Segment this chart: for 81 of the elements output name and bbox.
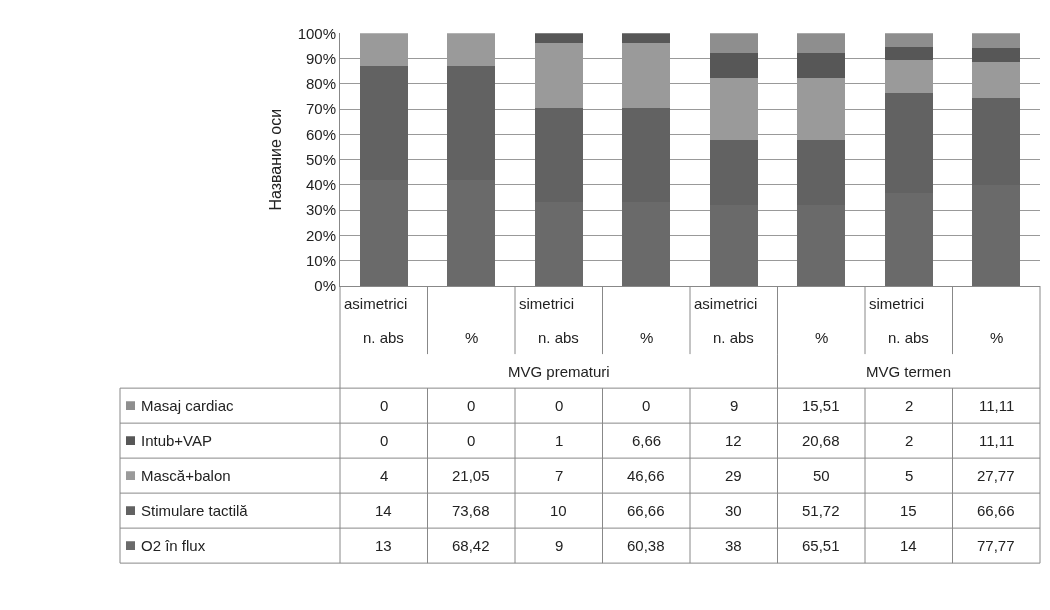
text: 11,11 (979, 432, 1015, 449)
text: 5 (905, 467, 914, 484)
text: 0 (555, 397, 564, 414)
text: 12 (725, 432, 742, 449)
text: 0 (467, 397, 476, 414)
y-tick-label: 0% (314, 277, 336, 295)
text: 13 (375, 537, 392, 554)
legend-label: Stimulare tactilă (141, 502, 249, 519)
legend-label: Intub+VAP (141, 432, 213, 449)
text: 15 (900, 502, 917, 519)
text: 0 (642, 397, 651, 414)
text: 0 (380, 432, 389, 449)
y-tick-label: 20% (305, 226, 336, 244)
text: 14 (375, 502, 392, 519)
x-tick-label: % (640, 329, 654, 346)
text: 50 (813, 467, 830, 484)
bar (884, 46, 933, 61)
text: 46,66 (627, 467, 665, 484)
y-tick-label: 30% (305, 201, 336, 219)
y-tick-label: 100% (297, 24, 336, 42)
text: asimetrici (694, 295, 758, 312)
text: 4 (380, 467, 389, 484)
bar (709, 33, 758, 53)
text: 66,66 (977, 502, 1015, 519)
text: 77,77 (977, 537, 1015, 554)
x-tick-label: n. abs (538, 329, 579, 346)
text: 14 (900, 537, 917, 554)
legend-label: Masaj cardiac (141, 397, 235, 414)
text: 9 (555, 537, 564, 554)
text: 29 (725, 467, 742, 484)
text: 10 (550, 502, 567, 519)
y-tick-label: 60% (305, 125, 336, 143)
y-axis-title: Название оси (266, 108, 284, 211)
text: MVG termen (866, 363, 952, 380)
bar (884, 33, 933, 47)
text: 7 (555, 467, 564, 484)
y-tick-label: 90% (305, 49, 336, 67)
y-tick-label: 40% (305, 176, 336, 194)
x-tick-label: n. abs (713, 329, 754, 346)
text: 6,66 (632, 432, 662, 449)
text: 60,38 (627, 537, 665, 554)
text: 66,66 (627, 502, 665, 519)
text: 51,72 (802, 502, 840, 519)
text: 21,05 (452, 467, 490, 484)
text: 11,11 (979, 397, 1015, 414)
bar (972, 47, 1021, 63)
text: 9 (730, 397, 739, 414)
text: 0 (380, 397, 389, 414)
x-tick-label: n. abs (363, 329, 404, 346)
text: 2 (905, 432, 914, 449)
y-tick-label: 50% (305, 150, 336, 168)
text: asimetrici (344, 295, 408, 312)
x-tick-label: % (815, 329, 829, 346)
text: 2 (905, 397, 914, 414)
bar (622, 33, 671, 43)
text: 20,68 (802, 432, 840, 449)
text: 0 (467, 432, 476, 449)
text: 15,51 (802, 397, 840, 414)
x-tick-label: n. abs (888, 329, 929, 346)
y-tick-label: 70% (305, 100, 336, 118)
bar (797, 52, 846, 79)
text: 30 (725, 502, 742, 519)
text: 38 (725, 537, 742, 554)
text: simetrici (869, 295, 924, 312)
text: 1 (555, 432, 564, 449)
bar (972, 33, 1021, 48)
text: 27,77 (977, 467, 1015, 484)
text: 65,51 (802, 537, 840, 554)
bar (797, 33, 846, 53)
text: MVG prematuri (508, 363, 610, 380)
x-tick-label: % (465, 329, 479, 346)
x-tick-label: % (990, 329, 1004, 346)
y-tick-label: 10% (305, 252, 336, 270)
legend-label: Mască+balon (141, 467, 231, 484)
text: 73,68 (452, 502, 490, 519)
text: simetrici (519, 295, 574, 312)
legend-label: O2 în flux (141, 537, 206, 554)
bar (709, 52, 758, 79)
bar (534, 33, 583, 43)
text: 68,42 (452, 537, 490, 554)
y-tick-label: 80% (305, 75, 336, 93)
